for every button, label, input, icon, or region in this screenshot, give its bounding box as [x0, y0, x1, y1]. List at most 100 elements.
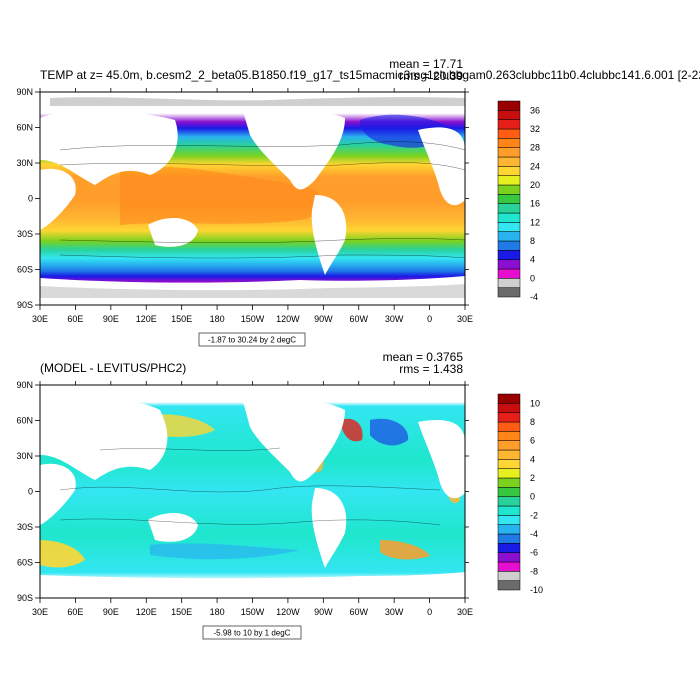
x-tick-label: 30E — [32, 314, 48, 324]
colorbar-swatch — [497, 524, 521, 535]
bottom-southern-anomaly-east — [380, 540, 430, 560]
y-tick-label: 90N — [16, 87, 33, 97]
bottom-contours — [59, 447, 441, 526]
colorbar-swatch — [497, 403, 521, 413]
bottom-southern-cold — [150, 543, 300, 560]
colorbar-swatch — [497, 496, 521, 507]
top-y-axis: 90N 60N 30N 0 30S 60S 90S — [16, 87, 469, 310]
colorbar-label: 8 — [530, 417, 535, 427]
top-panel: TEMP at z= 45.0m, b.cesm2_2_beta05.B1850… — [16, 57, 700, 347]
x-tick-label: 60E — [67, 314, 83, 324]
x-tick-label: 90W — [314, 607, 333, 617]
y-tick-label: 30S — [17, 522, 33, 532]
colorbar-swatch — [497, 268, 521, 279]
y-tick-label: 0 — [28, 487, 33, 497]
colorbar-swatch — [497, 477, 521, 488]
colorbar-label: 8 — [530, 236, 535, 246]
y-tick-label: 0 — [28, 194, 33, 204]
x-tick-label: 60W — [349, 607, 368, 617]
colorbar-label: -2 — [530, 510, 538, 520]
colorbar-label: -10 — [530, 585, 543, 595]
bottom-north-atlantic-cold — [370, 418, 409, 446]
y-tick-label: 30N — [16, 451, 33, 461]
colorbar-swatch — [497, 147, 521, 158]
y-tick-label: 60N — [16, 416, 33, 426]
x-tick-label: 120W — [276, 314, 300, 324]
colorbar-swatch — [497, 431, 521, 441]
colorbar-label: 16 — [530, 199, 540, 209]
y-tick-label: 60N — [16, 123, 33, 133]
x-tick-label: 30E — [32, 607, 48, 617]
top-map — [40, 92, 465, 305]
x-tick-label: 60W — [349, 314, 368, 324]
top-antarctic-shade — [40, 284, 465, 298]
colorbar-swatch — [497, 533, 521, 544]
colorbar-swatch — [497, 175, 521, 186]
colorbar-label: 28 — [530, 143, 540, 153]
colorbar-label: 0 — [530, 273, 535, 283]
colorbar-swatch — [497, 156, 521, 167]
colorbar-swatch — [497, 231, 521, 242]
bottom-contour-info: -5.98 to 10 by 1 degC — [214, 629, 291, 638]
colorbar-swatch — [497, 393, 521, 404]
y-tick-label: 90S — [17, 300, 33, 310]
colorbar-swatch — [497, 240, 521, 251]
top-colorbar: 36 32 28 24 20 16 12 8 4 0 -4 — [497, 100, 540, 302]
bottom-mean: mean = 0.3765 — [383, 350, 464, 364]
bottom-gulfstream-anomaly — [340, 418, 363, 442]
top-warm-pool — [120, 166, 323, 225]
x-tick-label: 120E — [136, 314, 157, 324]
colorbar-label: 4 — [530, 255, 535, 265]
bottom-colorbar: 10 8 6 4 2 0 -2 -4 -6 -8 -10 — [497, 393, 543, 595]
colorbar-label: 20 — [530, 180, 540, 190]
colorbar-swatch — [497, 287, 521, 298]
x-tick-label: 30W — [385, 607, 404, 617]
colorbar-swatch — [497, 412, 521, 423]
x-tick-label: 0 — [427, 607, 432, 617]
y-tick-label: 90N — [16, 380, 33, 390]
colorbar-swatch — [497, 487, 521, 497]
bottom-x-axis: 30E 60E 90E 120E 150E 180 150W 120W 90W 60W 30W 0 30… — [32, 381, 473, 617]
colorbar-swatch — [497, 571, 521, 581]
x-tick-label: 150W — [241, 314, 265, 324]
colorbar-swatch — [497, 250, 521, 260]
colorbar-swatch — [497, 212, 521, 223]
colorbar-swatch — [497, 459, 521, 469]
colorbar-label: -8 — [530, 566, 538, 576]
y-tick-label: 60S — [17, 558, 33, 568]
top-rms: rms = 20.39 — [399, 69, 463, 83]
colorbar-swatch — [497, 552, 521, 563]
x-tick-label: 30E — [457, 607, 473, 617]
colorbar-swatch — [497, 138, 521, 148]
x-tick-label: 30W — [385, 314, 404, 324]
x-tick-label: 150W — [241, 607, 265, 617]
colorbar-swatch — [497, 468, 521, 479]
colorbar-label: 32 — [530, 124, 540, 134]
x-tick-label: 90E — [103, 607, 119, 617]
bottom-map — [40, 385, 465, 598]
top-south-america — [311, 195, 347, 275]
colorbar-swatch — [497, 194, 521, 204]
colorbar-label: -4 — [530, 292, 538, 302]
bottom-europe-africa — [418, 420, 465, 499]
bottom-contour-info-box — [202, 625, 302, 640]
x-tick-label: 0 — [427, 314, 432, 324]
bottom-australia — [148, 513, 198, 542]
colorbar-swatch — [497, 278, 521, 288]
top-mean: mean = 17.71 — [389, 57, 463, 71]
x-tick-label: 30E — [457, 314, 473, 324]
colorbar-swatch — [497, 449, 521, 460]
bottom-antarctica — [40, 572, 465, 598]
y-tick-label: 30S — [17, 229, 33, 239]
top-eurasia — [40, 110, 178, 185]
top-title: TEMP at z= 45.0m, b.cesm2_2_beta05.B1850… — [40, 68, 700, 82]
x-tick-label: 120E — [136, 607, 157, 617]
colorbar-swatch — [497, 100, 521, 111]
y-tick-label: 30N — [16, 158, 33, 168]
x-tick-label: 90W — [314, 314, 333, 324]
x-tick-label: 120W — [276, 607, 300, 617]
colorbar-label: -4 — [530, 529, 538, 539]
bottom-rms: rms = 1.438 — [399, 362, 463, 376]
top-x-axis: 30E 60E 90E 120E 150E 180 150W 120W 90W 60W 30W 0 30… — [32, 88, 473, 324]
